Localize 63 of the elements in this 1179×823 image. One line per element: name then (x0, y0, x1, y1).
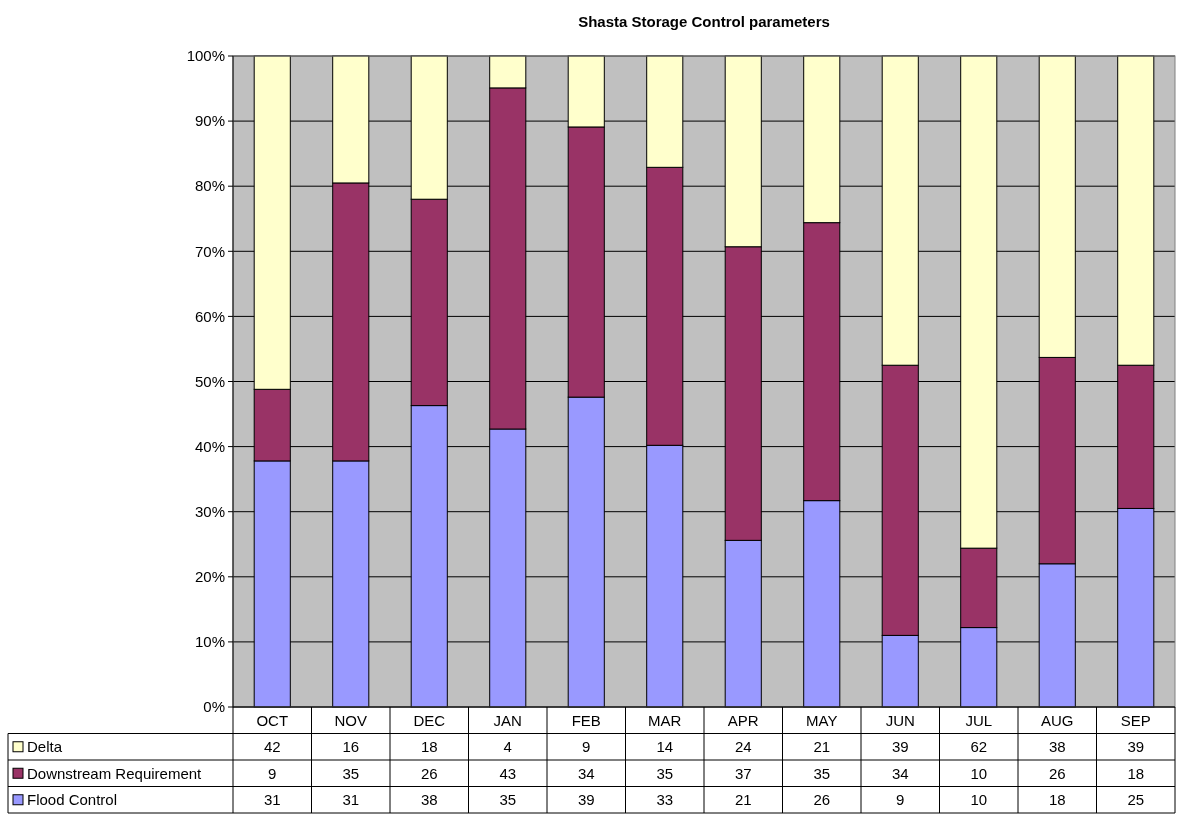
x-tick-label: DEC (413, 711, 446, 729)
y-tick-label: 100% (186, 47, 225, 65)
text: 31 (342, 791, 360, 808)
text: 18 (420, 738, 438, 755)
text: 9 (896, 791, 905, 808)
text: 43 (499, 764, 517, 782)
x-tick-label: OCT (256, 711, 289, 729)
x-tick-label: APR (727, 711, 759, 729)
text: 31 (263, 791, 281, 808)
text: 42 (263, 738, 281, 755)
text: 18 (1127, 764, 1145, 782)
text: 9 (268, 764, 277, 782)
text: 16 (342, 738, 360, 755)
text: 35 (499, 791, 517, 808)
text: 34 (891, 764, 909, 782)
text: 14 (656, 738, 674, 755)
x-tick-label: MAR (648, 711, 682, 729)
text: 62 (970, 738, 988, 755)
y-tick-label: 0% (203, 698, 225, 716)
text: 38 (420, 791, 438, 808)
y-tick-label: 30% (194, 502, 225, 520)
text: 26 (420, 764, 438, 782)
y-tick-label: 20% (194, 568, 225, 586)
x-tick-label: FEB (571, 711, 601, 729)
text: 18 (1048, 791, 1066, 808)
y-tick-label: 40% (194, 437, 225, 455)
text: 24 (734, 738, 752, 755)
y-tick-label: 80% (194, 177, 225, 195)
text: 35 (813, 764, 831, 782)
text: 35 (342, 764, 360, 782)
text: 4 (503, 738, 512, 755)
x-tick-label: SEP (1120, 711, 1151, 729)
text: 25 (1127, 791, 1145, 808)
x-tick-label: JUL (965, 711, 993, 729)
legend-label: Flood Control (27, 791, 118, 808)
y-tick-label: 50% (194, 372, 225, 390)
text: 10 (970, 764, 988, 782)
text: 35 (656, 764, 674, 782)
y-tick-label: 90% (194, 112, 225, 130)
text: 39 (891, 738, 909, 755)
text: 37 (734, 764, 752, 782)
text: 39 (577, 791, 595, 808)
x-tick-label: JUN (885, 711, 915, 729)
x-tick-label: AUG (1040, 711, 1074, 729)
text: 33 (656, 791, 674, 808)
y-tick-label: 70% (194, 242, 225, 260)
legend-label: Downstream Requirement (27, 764, 203, 782)
text: 39 (1127, 738, 1145, 755)
x-tick-label: JAN (493, 711, 522, 729)
legend-label: Delta (27, 738, 63, 755)
text: 9 (582, 738, 591, 755)
text: 26 (813, 791, 831, 808)
text: 34 (577, 764, 595, 782)
text: 38 (1048, 738, 1066, 755)
y-tick-label: 10% (194, 633, 225, 651)
text: 10 (970, 791, 988, 808)
text: 21 (813, 738, 831, 755)
text: 21 (734, 791, 752, 808)
x-tick-label: MAY (806, 711, 838, 729)
chart-title: Shasta Storage Control parameters (578, 13, 830, 30)
text: 26 (1048, 764, 1066, 782)
y-tick-label: 60% (194, 307, 225, 325)
x-tick-label: NOV (334, 711, 368, 729)
